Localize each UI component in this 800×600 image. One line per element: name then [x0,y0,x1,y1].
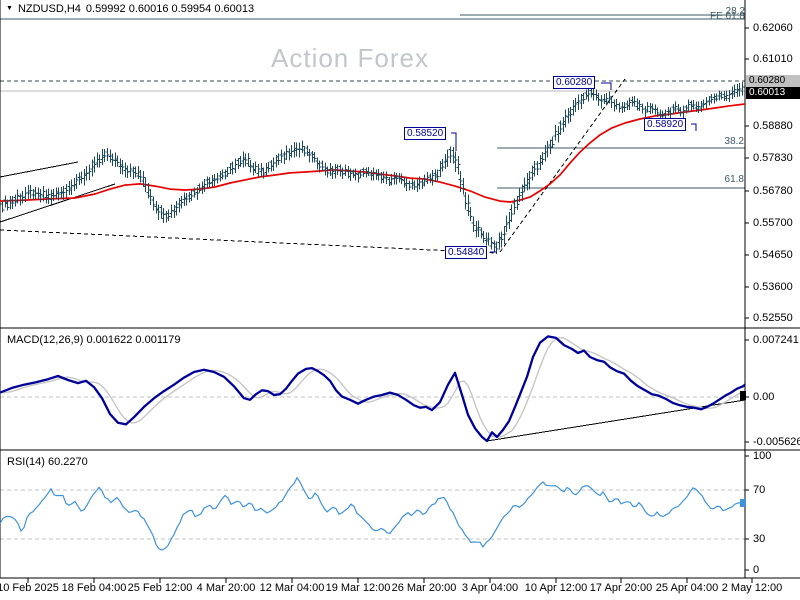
macd-line [0,335,746,443]
rsi-value-tag [740,499,746,507]
wedge-lower-trendline [0,183,116,223]
ohlc-values: 0.59992 0.60016 0.59954 0.60013 [85,3,255,15]
macd-signal-line [0,336,745,438]
symbol-title: ▼ NZDUSD,H4 0.59992 0.60016 0.59954 0.60… [6,3,254,15]
macd-trendline [486,399,746,442]
rsi-line [0,476,745,551]
macd-header: MACD(12,26,9) 0.001622 0.001179 [7,334,181,346]
watermark: Action Forex [271,43,429,73]
symbol-label: NZDUSD,H4 [17,3,81,15]
price-bars [0,82,745,255]
dropdown-arrow-icon[interactable]: ▼ [6,5,13,12]
rising-dashed-trendline [499,78,626,253]
price-label-leader [691,123,697,131]
ma-line [0,103,746,203]
declining-dashed-trendline [0,229,498,254]
rsi-header: RSI(14) 60.2270 [7,456,88,468]
macd-value-tag [740,391,746,400]
wedge-upper-trendline [0,161,79,178]
price-label-leader [451,132,457,151]
price-label-leader [601,82,612,90]
